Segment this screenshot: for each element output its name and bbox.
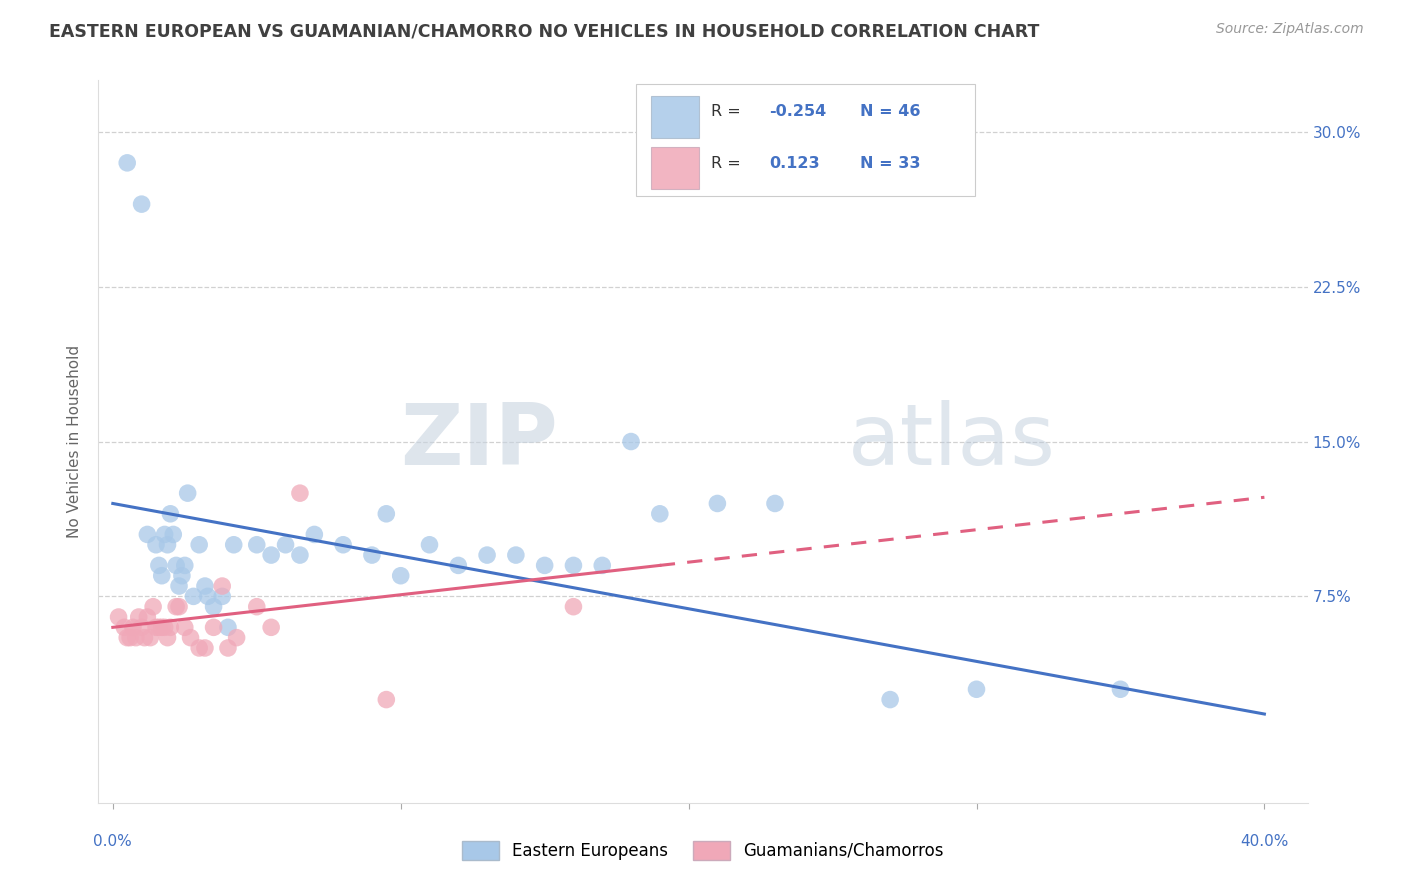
Point — [288, 548, 311, 562]
Point — [475, 548, 498, 562]
Point — [134, 631, 156, 645]
Point — [188, 538, 211, 552]
Point — [197, 590, 219, 604]
Point — [139, 631, 162, 645]
Y-axis label: No Vehicles in Household: No Vehicles in Household — [67, 345, 83, 538]
Point — [115, 631, 138, 645]
Point — [562, 599, 585, 614]
Point — [188, 640, 211, 655]
Point — [125, 631, 148, 645]
Point — [145, 620, 167, 634]
FancyBboxPatch shape — [651, 96, 699, 138]
Point — [389, 568, 412, 582]
Point — [375, 692, 398, 706]
Point — [620, 434, 643, 449]
Point — [879, 692, 901, 706]
Point — [112, 620, 135, 634]
Point — [211, 590, 233, 604]
Point — [145, 538, 167, 552]
Point — [562, 558, 585, 573]
Text: Source: ZipAtlas.com: Source: ZipAtlas.com — [1216, 22, 1364, 37]
Point — [591, 558, 613, 573]
Point — [159, 507, 181, 521]
Point — [418, 538, 440, 552]
Point — [706, 496, 728, 510]
Point — [180, 631, 202, 645]
Point — [148, 620, 170, 634]
Text: 0.123: 0.123 — [769, 156, 820, 171]
Point — [153, 620, 176, 634]
Point — [142, 599, 165, 614]
Point — [148, 558, 170, 573]
Point — [304, 527, 326, 541]
Text: 0.0%: 0.0% — [93, 834, 132, 849]
Point — [131, 197, 153, 211]
Point — [447, 558, 470, 573]
FancyBboxPatch shape — [651, 147, 699, 189]
Point — [533, 558, 555, 573]
Text: EASTERN EUROPEAN VS GUAMANIAN/CHAMORRO NO VEHICLES IN HOUSEHOLD CORRELATION CHAR: EASTERN EUROPEAN VS GUAMANIAN/CHAMORRO N… — [49, 22, 1039, 40]
Point — [260, 548, 283, 562]
Point — [159, 620, 181, 634]
Point — [165, 599, 187, 614]
Point — [225, 631, 247, 645]
Point — [505, 548, 527, 562]
Point — [202, 599, 225, 614]
Point — [648, 507, 671, 521]
Point — [170, 568, 193, 582]
Text: ZIP: ZIP — [401, 400, 558, 483]
Point — [260, 620, 283, 634]
Point — [150, 568, 173, 582]
Point — [246, 538, 269, 552]
Point — [128, 610, 150, 624]
Point — [150, 620, 173, 634]
Point — [122, 620, 145, 634]
Point — [115, 156, 138, 170]
Text: N = 33: N = 33 — [860, 156, 921, 171]
Point — [156, 631, 179, 645]
Text: 40.0%: 40.0% — [1240, 834, 1288, 849]
Point — [136, 527, 159, 541]
Point — [165, 558, 187, 573]
Text: R =: R = — [711, 104, 747, 120]
Point — [107, 610, 129, 624]
Point — [173, 620, 195, 634]
Point — [222, 538, 245, 552]
Point — [246, 599, 269, 614]
Text: atlas: atlas — [848, 400, 1056, 483]
Point — [202, 620, 225, 634]
Point — [194, 640, 217, 655]
Point — [332, 538, 354, 552]
Legend: Eastern Europeans, Guamanians/Chamorros: Eastern Europeans, Guamanians/Chamorros — [456, 834, 950, 867]
Point — [211, 579, 233, 593]
Point — [176, 486, 198, 500]
FancyBboxPatch shape — [637, 84, 976, 196]
Text: R =: R = — [711, 156, 747, 171]
Point — [217, 640, 239, 655]
Point — [194, 579, 217, 593]
Point — [1109, 682, 1132, 697]
Point — [763, 496, 786, 510]
Point — [162, 527, 184, 541]
Point — [217, 620, 239, 634]
Point — [361, 548, 384, 562]
Point — [375, 507, 398, 521]
Point — [173, 558, 195, 573]
Point — [167, 579, 190, 593]
Point — [156, 538, 179, 552]
Text: N = 46: N = 46 — [860, 104, 921, 120]
Point — [183, 590, 205, 604]
Point — [288, 486, 311, 500]
Point — [131, 620, 153, 634]
Text: -0.254: -0.254 — [769, 104, 827, 120]
Point — [274, 538, 297, 552]
Point — [167, 599, 190, 614]
Point — [966, 682, 988, 697]
Point — [136, 610, 159, 624]
Point — [153, 527, 176, 541]
Point — [120, 631, 142, 645]
